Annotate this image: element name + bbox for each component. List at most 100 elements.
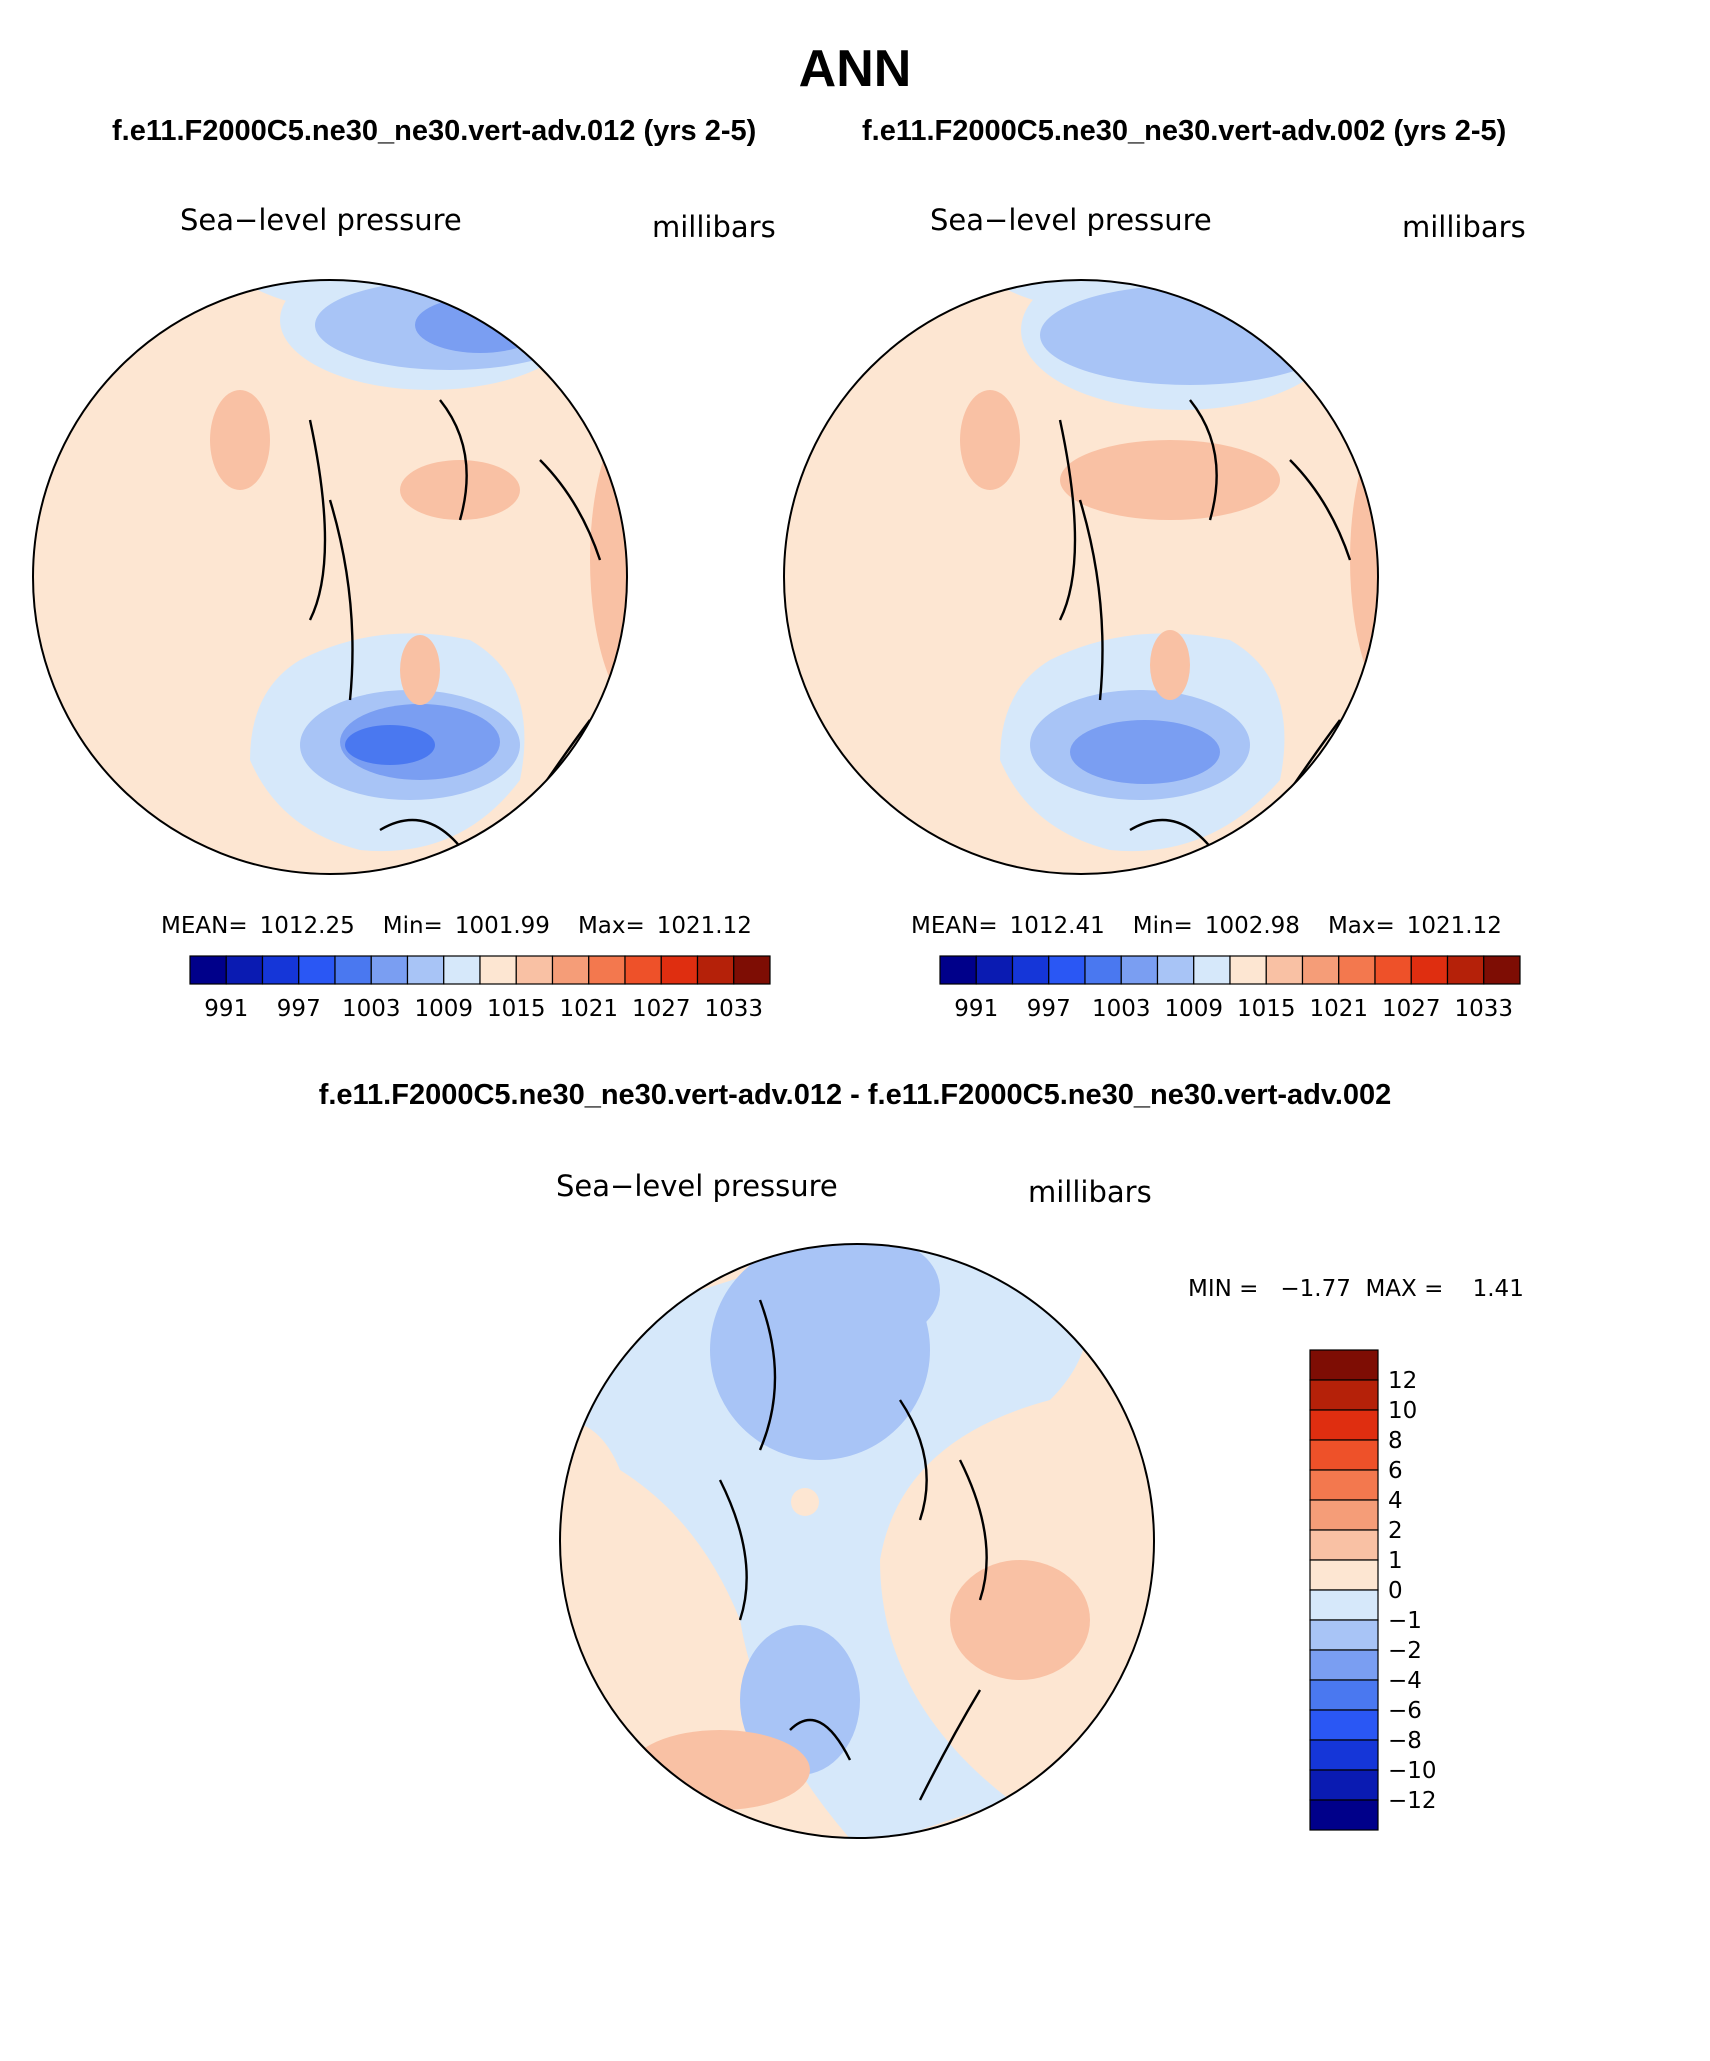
- colorbar-swatch: [1309, 1379, 1379, 1411]
- panel-right-stats: MEAN= 1012.41 Min= 1002.98 Max= 1021.12: [911, 913, 1502, 939]
- panel-left: Sea−level pressure millibars MEAN= 1012.2…: [32, 203, 776, 1022]
- colorbar-swatch: [1309, 1529, 1379, 1561]
- panel-right-units: millibars: [1402, 210, 1526, 244]
- colorbar-swatch: [624, 955, 662, 985]
- colorbar-swatch: [1309, 1589, 1379, 1621]
- panel-right: Sea−level pressure millibars MEAN= 1012.4…: [783, 203, 1526, 1022]
- colorbar-swatch: [1120, 955, 1159, 985]
- colorbar-tick-label: 997: [1027, 996, 1071, 1022]
- colorbar-swatch: [1265, 955, 1304, 985]
- colorbar-swatch: [1193, 955, 1231, 985]
- colorbar-tick-label: 0: [1388, 1578, 1403, 1604]
- colorbar-tick-label: 12: [1388, 1368, 1417, 1394]
- colorbar-swatch: [1338, 955, 1376, 985]
- colorbar-swatch: [479, 955, 517, 985]
- colorbar-tick-label: 1015: [487, 996, 546, 1022]
- colorbar-swatch: [939, 955, 977, 985]
- colorbar-swatch: [1229, 955, 1267, 985]
- colorbar-swatch: [1410, 955, 1449, 985]
- colorbar-swatch: [1446, 955, 1485, 985]
- colorbar-tick-label: 1021: [559, 996, 618, 1022]
- colorbar-swatch: [189, 955, 227, 985]
- colorbar-swatch: [1048, 955, 1086, 985]
- panel-left-units: millibars: [652, 210, 776, 244]
- panel-right-map: [784, 280, 1378, 874]
- colorbar-swatch: [1309, 1409, 1379, 1441]
- colorbar-swatch: [696, 955, 735, 985]
- colorbar-tick-label: −4: [1388, 1668, 1422, 1694]
- panel-diff-map: [560, 1244, 1154, 1838]
- colorbar-swatch: [1309, 1469, 1379, 1501]
- colorbar-tick-label: 1027: [1382, 996, 1441, 1022]
- panel-right-case-label: f.e11.F2000C5.ne30_ne30.vert-adv.002 (yr…: [862, 115, 1506, 147]
- figure-title: ANN: [799, 40, 912, 98]
- colorbar-tick-label: 1: [1388, 1548, 1403, 1574]
- panel-left-variable: Sea−level pressure: [180, 203, 462, 237]
- diff-case-label: f.e11.F2000C5.ne30_ne30.vert-adv.012 - f…: [319, 1079, 1392, 1111]
- colorbar-swatch: [975, 955, 1014, 985]
- colorbar-swatch: [1301, 955, 1340, 985]
- colorbar-tick-label: 1027: [632, 996, 691, 1022]
- colorbar-tick-label: 4: [1388, 1488, 1403, 1514]
- colorbar-swatch: [1309, 1619, 1379, 1651]
- colorbar-swatch: [1309, 1499, 1379, 1531]
- panel-diff: Sea−level pressure millibars MIN = −1.77…: [556, 1169, 1524, 1839]
- colorbar-swatch: [1483, 955, 1521, 985]
- colorbar-swatch: [1309, 1679, 1379, 1711]
- panel-right-variable: Sea−level pressure: [930, 203, 1212, 237]
- panel-diff-variable: Sea−level pressure: [556, 1169, 838, 1203]
- colorbar-swatch: [660, 955, 699, 985]
- colorbar-swatch: [1309, 1769, 1379, 1801]
- colorbar-tick-label: 1009: [1164, 996, 1223, 1022]
- colorbar-swatch: [551, 955, 590, 985]
- colorbar-swatch: [225, 955, 264, 985]
- colorbar-swatch: [515, 955, 554, 985]
- colorbar-swatch: [733, 955, 771, 985]
- colorbar-tick-label: 997: [277, 996, 321, 1022]
- colorbar-tick-label: 1009: [414, 996, 473, 1022]
- colorbar-swatch: [261, 955, 300, 985]
- colorbar-swatch: [298, 955, 336, 985]
- colorbar-tick-label: 6: [1388, 1458, 1403, 1484]
- colorbar-swatch: [1156, 955, 1195, 985]
- colorbar-swatch: [1309, 1439, 1379, 1471]
- colorbar-tick-label: 1015: [1237, 996, 1296, 1022]
- colorbar-swatch: [1309, 1649, 1379, 1681]
- colorbar-swatch: [1374, 955, 1412, 985]
- colorbar-swatch: [588, 955, 626, 985]
- colorbar-tick-label: −10: [1388, 1758, 1437, 1784]
- colorbar-swatch: [1309, 1799, 1379, 1831]
- colorbar-tick-label: 8: [1388, 1428, 1403, 1454]
- colorbar-tick-label: 1033: [1454, 996, 1513, 1022]
- colorbar-swatch: [1011, 955, 1050, 985]
- panel-diff-stats: MIN = −1.77 MAX = 1.41: [1188, 1276, 1524, 1302]
- colorbar-swatch: [1309, 1709, 1379, 1741]
- panel-diff-units: millibars: [1028, 1175, 1152, 1209]
- panel-left-case-label: f.e11.F2000C5.ne30_ne30.vert-adv.012 (yr…: [112, 115, 756, 147]
- colorbar-swatch: [406, 955, 445, 985]
- colorbar-swatch: [1084, 955, 1122, 985]
- colorbar-tick-label: −2: [1388, 1638, 1422, 1664]
- colorbar-tick-label: 991: [954, 996, 998, 1022]
- colorbar-tick-label: −12: [1388, 1788, 1437, 1814]
- colorbar-tick-label: −1: [1388, 1608, 1422, 1634]
- colorbar-swatch: [443, 955, 481, 985]
- colorbar-tick-label: 1033: [704, 996, 763, 1022]
- colorbar-tick-label: −8: [1388, 1728, 1422, 1754]
- colorbar-swatch: [334, 955, 372, 985]
- colorbar-tick-label: 1003: [1092, 996, 1151, 1022]
- colorbar-swatch: [370, 955, 409, 985]
- colorbar-swatch: [1309, 1739, 1379, 1771]
- colorbar-tick-label: 991: [204, 996, 248, 1022]
- colorbar-swatch: [1309, 1559, 1379, 1591]
- colorbar-tick-label: −6: [1388, 1698, 1422, 1724]
- colorbar-swatch: [1309, 1349, 1379, 1381]
- colorbar-tick-label: 2: [1388, 1518, 1403, 1544]
- panel-left-stats: MEAN= 1012.25 Min= 1001.99 Max= 1021.12: [161, 913, 752, 939]
- colorbar-tick-label: 1003: [342, 996, 401, 1022]
- colorbar-tick-label: 10: [1388, 1398, 1417, 1424]
- colorbar-tick-label: 1021: [1309, 996, 1368, 1022]
- colorbar-right: 991 997 1003 1009 1015 1021 1027 1033: [939, 955, 1521, 1022]
- colorbar-left: 991 997 1003 1009 1015 1021 1027 1033: [189, 955, 771, 1022]
